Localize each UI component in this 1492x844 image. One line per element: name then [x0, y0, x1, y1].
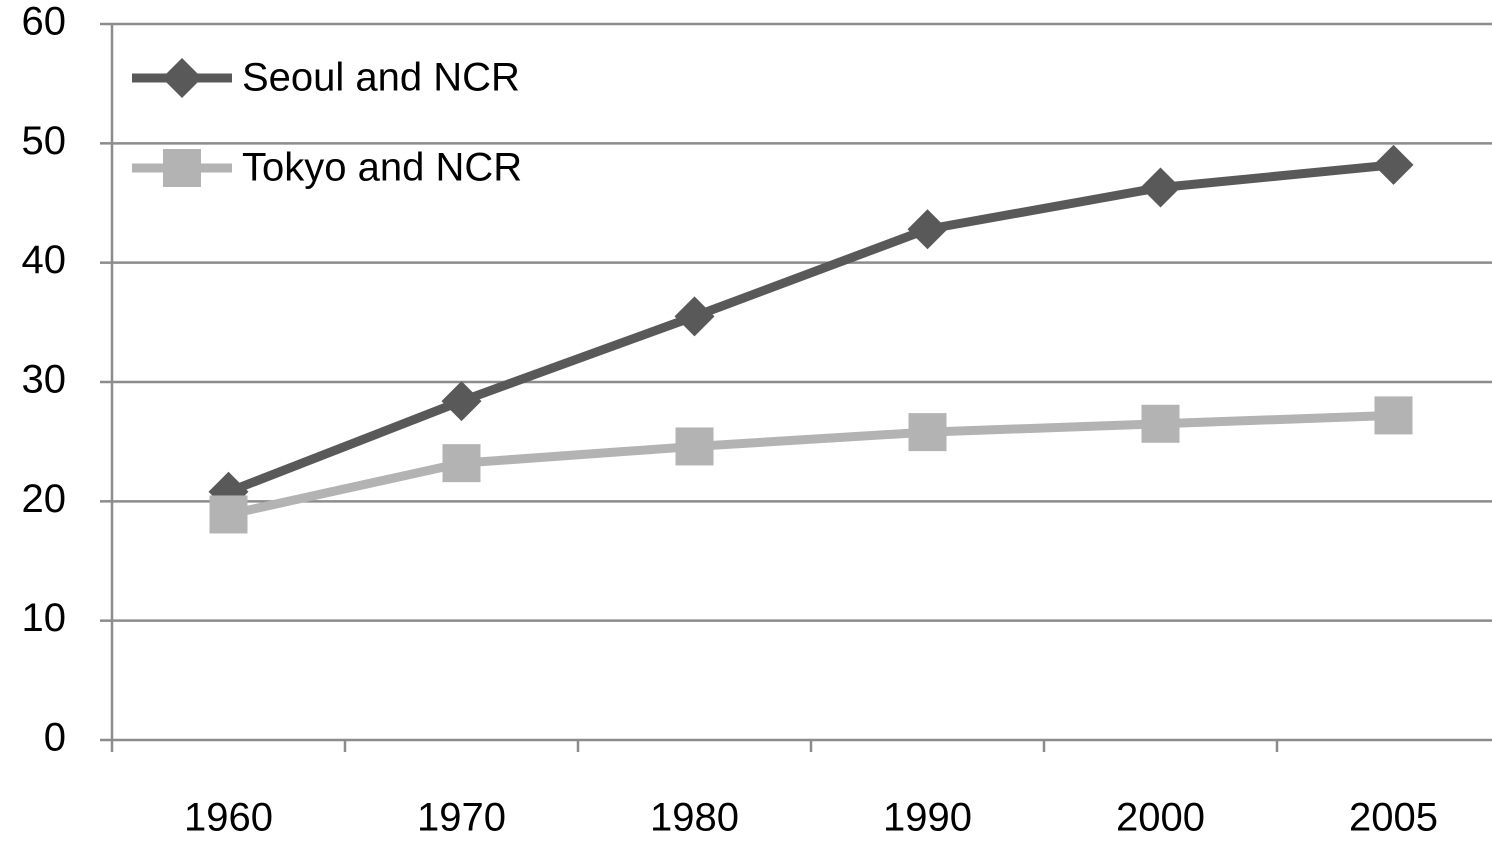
data-point: [209, 495, 248, 534]
legend-label: Seoul and NCR: [242, 56, 520, 100]
y-tick-label: 0: [44, 716, 66, 760]
x-tick-label: 1990: [883, 796, 972, 840]
data-point: [674, 296, 715, 337]
x-tick-label: 1960: [184, 796, 273, 840]
data-point: [442, 444, 481, 483]
data-point: [1373, 144, 1414, 185]
x-tick-label: 2000: [1116, 796, 1205, 840]
data-point: [441, 381, 482, 422]
data-point: [1140, 167, 1181, 208]
series-line: [226, 160, 1394, 496]
data-point: [907, 209, 948, 250]
y-tick-label: 10: [22, 596, 67, 640]
y-tick-label: 60: [22, 0, 67, 44]
data-point: [1141, 404, 1180, 443]
data-point: [908, 413, 947, 452]
series-line: [227, 410, 1394, 519]
y-tick-label: 40: [22, 238, 67, 282]
data-point: [675, 427, 714, 466]
y-tick-label: 50: [22, 119, 67, 163]
y-tick-label: 20: [22, 477, 67, 521]
x-tick-label: 2005: [1349, 796, 1438, 840]
data-point: [1374, 396, 1413, 435]
y-tick-label: 30: [22, 358, 67, 402]
legend-marker: [163, 149, 201, 187]
x-tick-label: 1970: [417, 796, 506, 840]
legend-label: Tokyo and NCR: [242, 146, 522, 190]
x-tick-label: 1980: [650, 796, 739, 840]
legend-marker: [162, 58, 202, 98]
